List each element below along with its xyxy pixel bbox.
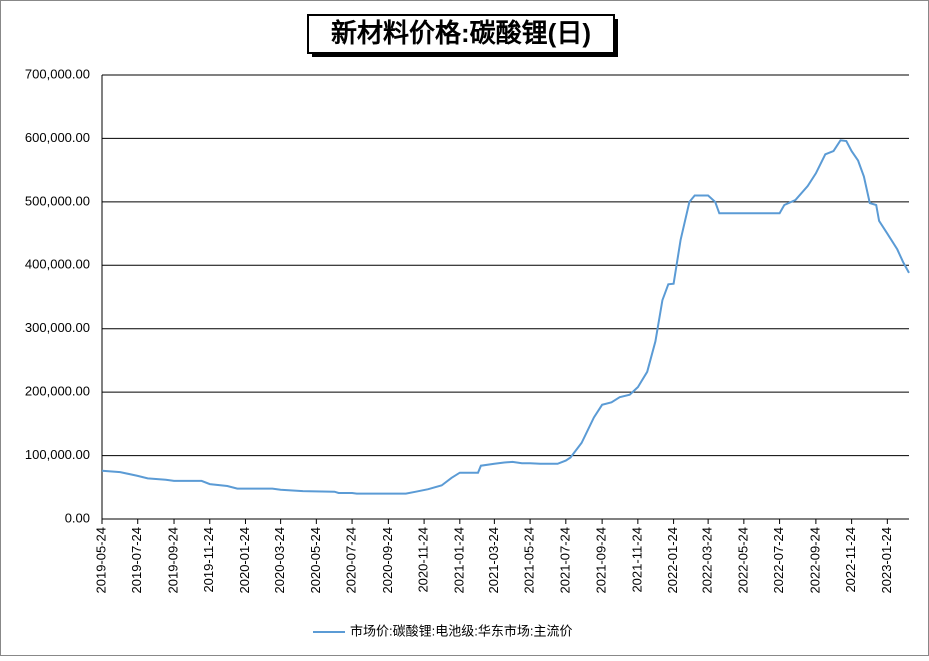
y-tick-label: 300,000.00: [25, 320, 90, 335]
title-box: [307, 14, 615, 54]
x-tick-label: 2022-09-24: [807, 527, 822, 594]
x-tick-label: 2019-09-24: [165, 527, 180, 594]
x-tick-label: 2020-01-24: [237, 527, 252, 594]
y-tick-label: 0.00: [65, 510, 90, 525]
x-tick-label: 2021-07-24: [557, 527, 572, 594]
x-tick-label: 2022-03-24: [700, 527, 715, 594]
y-tick-label: 600,000.00: [25, 130, 90, 145]
x-tick-label: 2021-05-24: [522, 527, 537, 594]
x-tick-label: 2022-11-24: [843, 527, 858, 593]
x-tick-label: 2021-01-24: [451, 527, 466, 594]
x-tick-label: 2020-03-24: [272, 527, 287, 594]
x-tick-label: 2019-05-24: [93, 527, 108, 594]
y-tick-label: 400,000.00: [25, 257, 90, 272]
legend-label: 市场价:碳酸锂:电池级:华东市场:主流价: [350, 623, 572, 638]
y-tick-label: 200,000.00: [25, 384, 90, 399]
y-tick-label: 500,000.00: [25, 193, 90, 208]
y-tick-label: 100,000.00: [25, 447, 90, 462]
x-tick-label: 2020-05-24: [308, 527, 323, 594]
x-tick-label: 2021-11-24: [629, 527, 644, 593]
x-tick-label: 2019-11-24: [201, 527, 216, 593]
y-tick-label: 700,000.00: [25, 66, 90, 81]
x-tick-label: 2022-07-24: [771, 527, 786, 594]
x-tick-label: 2022-01-24: [665, 527, 680, 594]
series-line: [101, 139, 910, 495]
x-tick-label: 2021-09-24: [594, 527, 609, 594]
chart-title: 新材料价格:碳酸锂(日): [331, 18, 591, 48]
x-tick-label: 2019-07-24: [129, 527, 144, 594]
x-tick-label: 2023-01-24: [879, 527, 894, 594]
x-tick-label: 2020-07-24: [344, 527, 359, 594]
x-tick-label: 2021-03-24: [486, 527, 501, 594]
x-tick-label: 2020-11-24: [416, 527, 431, 593]
x-tick-label: 2020-09-24: [380, 527, 395, 594]
x-tick-label: 2022-05-24: [735, 527, 750, 594]
